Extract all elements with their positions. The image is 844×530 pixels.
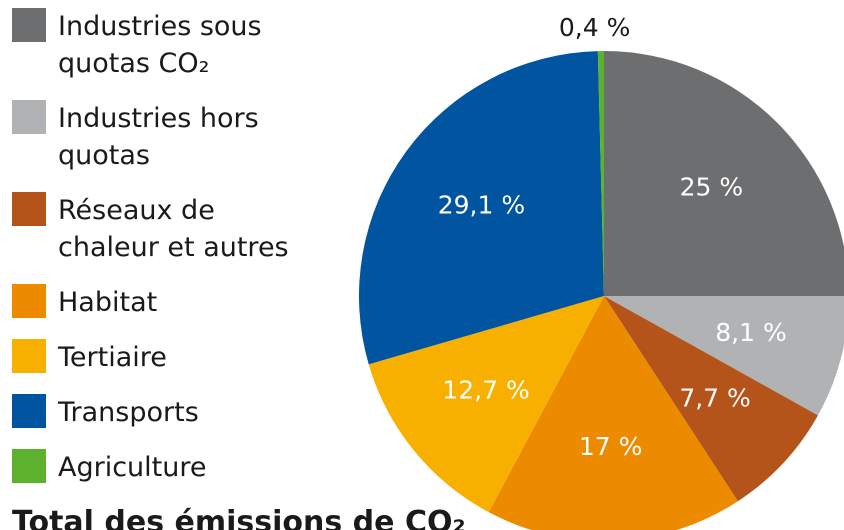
pie-slice [359, 51, 604, 365]
legend-swatch [12, 339, 46, 373]
data-label: 7,7 % [679, 384, 750, 413]
pie-slice [368, 296, 604, 513]
data-label: 17 % [579, 432, 643, 461]
legend-label: Industries sous quotas CO₂ [58, 11, 270, 79]
legend-label: Tertiaire [57, 342, 167, 373]
legend-swatch [12, 8, 46, 42]
data-label: 8,1 % [715, 318, 786, 347]
pie-slice [488, 296, 738, 530]
legend-label: Transports [57, 397, 199, 428]
legend-swatch [12, 100, 46, 134]
chart-title: Total des émissions de CO₂ [12, 505, 466, 530]
legend-swatch [12, 394, 46, 428]
pie-slice [604, 51, 844, 296]
legend-label: Agriculture [58, 452, 207, 483]
pie-slice [604, 296, 818, 502]
legend-label: Réseaux de chaleur et autres [58, 195, 289, 263]
legend-label: Industries hors quotas [58, 103, 267, 171]
legend-label: Habitat [58, 287, 157, 318]
data-label: 29,1 % [438, 190, 525, 219]
data-label: 0,4 % [559, 13, 630, 42]
legend-swatch [12, 284, 46, 318]
data-label: 12,7 % [442, 376, 529, 405]
pie-slice [597, 51, 604, 296]
legend-swatch [12, 449, 46, 483]
data-label: 25 % [680, 173, 744, 202]
legend-swatch [12, 192, 46, 226]
pie-slice [604, 296, 844, 416]
